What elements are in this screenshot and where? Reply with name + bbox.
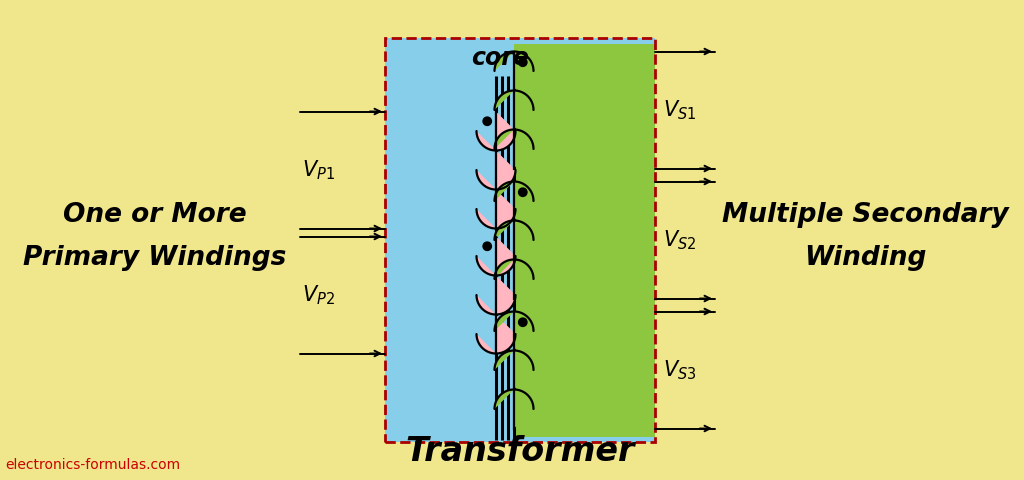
- Circle shape: [518, 58, 527, 66]
- Text: $V_{P2}$: $V_{P2}$: [302, 283, 335, 307]
- Circle shape: [518, 188, 527, 196]
- Text: One or More: One or More: [63, 202, 247, 228]
- Bar: [385, 38, 655, 442]
- Polygon shape: [476, 237, 515, 353]
- Bar: [514, 303, 655, 436]
- Bar: [514, 173, 655, 307]
- Circle shape: [483, 117, 492, 125]
- Text: core: core: [471, 46, 529, 70]
- Text: Multiple Secondary: Multiple Secondary: [722, 202, 1009, 228]
- Text: $V_{S2}$: $V_{S2}$: [663, 228, 696, 252]
- Circle shape: [483, 242, 492, 251]
- Text: Primary Windings: Primary Windings: [24, 245, 287, 271]
- Text: $V_{S3}$: $V_{S3}$: [663, 358, 696, 382]
- Circle shape: [518, 318, 527, 326]
- Bar: [385, 38, 655, 442]
- Text: $V_{P1}$: $V_{P1}$: [302, 158, 335, 182]
- Text: Winding: Winding: [804, 245, 926, 271]
- Polygon shape: [495, 181, 534, 299]
- Bar: [514, 44, 655, 177]
- Polygon shape: [495, 312, 534, 429]
- Polygon shape: [476, 111, 515, 228]
- Text: Transformer: Transformer: [406, 435, 635, 468]
- Text: electronics-formulas.com: electronics-formulas.com: [5, 458, 180, 472]
- Polygon shape: [495, 51, 534, 168]
- Text: $V_{S1}$: $V_{S1}$: [663, 98, 696, 122]
